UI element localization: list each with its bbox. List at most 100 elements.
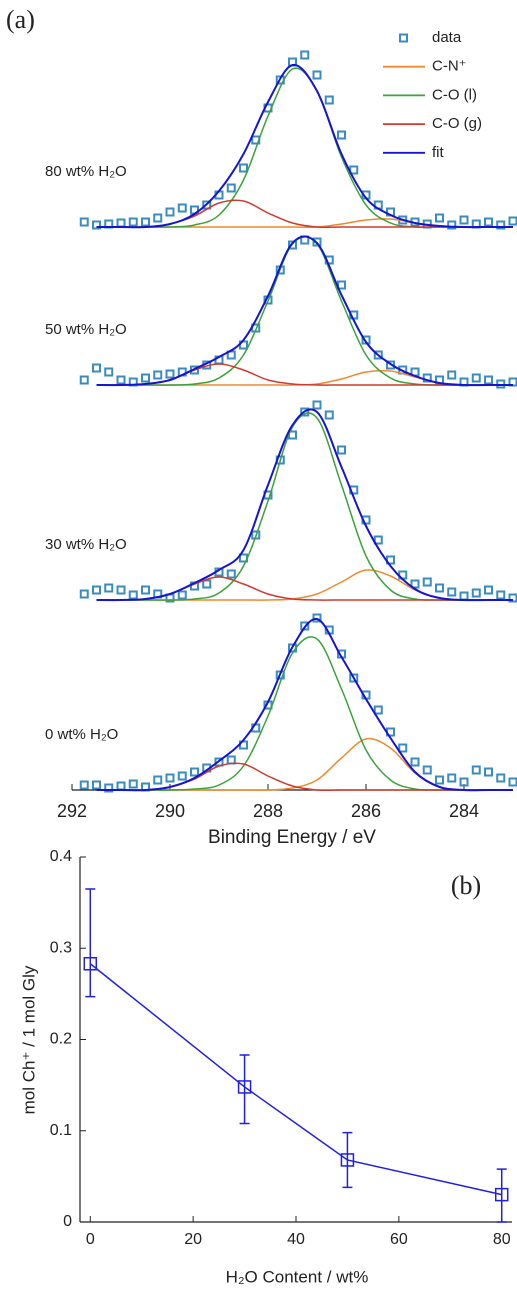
data-point [422, 577, 432, 587]
data-point [410, 579, 420, 589]
data-point [508, 777, 517, 787]
data-point [471, 373, 481, 383]
fit-curve [96, 236, 513, 386]
data-point [153, 370, 163, 380]
error-bar [85, 888, 96, 998]
data-point [484, 585, 493, 595]
data-point [422, 765, 432, 775]
data-point [300, 407, 310, 417]
data-point [300, 621, 310, 631]
panel-b-title: (b) [451, 871, 481, 900]
data-point [104, 367, 114, 377]
y-tick-label: 0.3 [50, 939, 72, 956]
x-tick-label: 288 [253, 801, 283, 821]
legend-marker [399, 33, 408, 43]
error-bar [342, 1131, 353, 1189]
data-point [459, 215, 469, 225]
error-bar [239, 1054, 250, 1125]
data-point [447, 220, 457, 230]
data-point [435, 583, 444, 593]
data-point [312, 613, 322, 623]
x-tick-label: 60 [390, 1231, 408, 1248]
data-point [202, 579, 212, 589]
data-point [141, 585, 150, 595]
data-point [349, 673, 359, 683]
data-point [153, 213, 163, 223]
data-point [494, 1187, 509, 1202]
data-point [79, 217, 89, 227]
data-point [422, 373, 432, 383]
data-point [141, 217, 150, 227]
data-point [300, 50, 310, 60]
data-point [128, 217, 138, 227]
data-point [337, 445, 346, 455]
fit-curve [96, 636, 513, 791]
series-line [89, 963, 502, 1196]
x-tick-label: 40 [287, 1231, 305, 1248]
data-point [116, 218, 126, 228]
x-axis-label: Binding Energy / eV [208, 827, 376, 848]
data-point [79, 780, 89, 790]
data-point [177, 590, 187, 600]
data-point [471, 588, 481, 598]
data-point [373, 350, 383, 360]
y-tick-label: 0 [63, 1213, 72, 1230]
data-point [104, 783, 114, 793]
data-point [312, 237, 322, 247]
data-point [373, 535, 383, 545]
legend-label: C-O (l) [432, 86, 477, 103]
legend-label: C-N⁺ [432, 58, 467, 75]
panel-label: 50 wt% H₂O [45, 321, 127, 338]
data-point [190, 767, 199, 777]
data-point [116, 375, 126, 385]
fit-curve [96, 63, 513, 229]
error-bar [496, 1168, 507, 1223]
panel-label: 30 wt% H₂O [45, 536, 127, 553]
data-point [324, 95, 334, 105]
data-point [484, 217, 493, 227]
data-point [128, 590, 138, 600]
data-point [340, 1153, 355, 1167]
data-point [312, 400, 322, 410]
data-point [447, 370, 457, 380]
data-point [92, 220, 101, 230]
y-tick-label: 0.4 [50, 848, 72, 865]
data-point [251, 530, 261, 540]
data-point [165, 369, 175, 379]
data-point [447, 773, 457, 783]
data-point [459, 591, 469, 601]
data-point [496, 773, 506, 783]
data-point [116, 781, 126, 791]
data-point [92, 585, 101, 595]
data-point [79, 375, 89, 385]
data-point [435, 775, 444, 785]
panel-label: 80 wt% H₂O [45, 163, 127, 180]
data-point [508, 216, 517, 226]
x-tick-label: 284 [449, 801, 479, 821]
data-point [226, 755, 236, 765]
data-point [484, 767, 493, 777]
x-tick-label: 20 [184, 1231, 202, 1248]
data-point [496, 590, 506, 600]
x-tick-label: 80 [493, 1231, 511, 1248]
data-point [288, 240, 297, 250]
x-tick-label: 290 [155, 801, 185, 821]
data-point [226, 183, 236, 193]
data-point [459, 777, 469, 787]
x-tick-label: 0 [86, 1231, 95, 1248]
data-point [79, 589, 89, 599]
data-point [226, 569, 236, 579]
fit-curve [96, 412, 513, 601]
data-point [410, 757, 420, 767]
data-point [177, 203, 187, 213]
y-tick-label: 0.1 [50, 1122, 72, 1139]
data-point [153, 775, 163, 785]
x-tick-label: 286 [351, 801, 381, 821]
data-point [312, 70, 322, 80]
data-point [165, 773, 175, 783]
fit-curve [96, 617, 513, 792]
y-tick-label: 0.2 [50, 1031, 72, 1048]
panel-label: 0 wt% H₂O [45, 726, 118, 743]
data-point [141, 373, 150, 383]
